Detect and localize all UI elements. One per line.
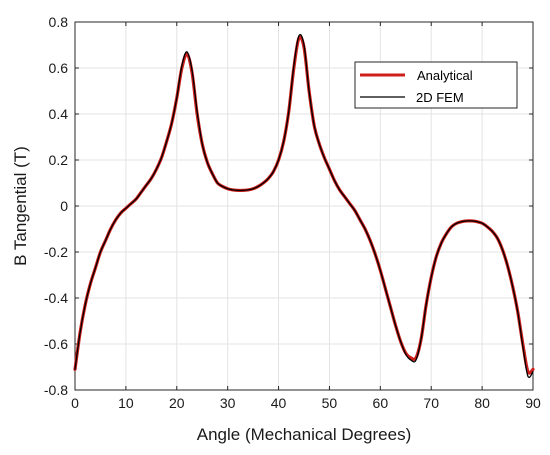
y-tick-label: -0.8: [44, 382, 68, 398]
y-tick-label: -0.4: [44, 290, 68, 306]
x-tick-label: 20: [169, 395, 185, 411]
y-tick-label: 0.2: [49, 152, 69, 168]
y-tick-label: -0.6: [44, 336, 68, 352]
y-tick-label: -0.2: [44, 244, 68, 260]
y-tick-label: 0.8: [49, 14, 69, 30]
x-axis-label: Angle (Mechanical Degrees): [197, 425, 412, 444]
legend-box: [354, 61, 518, 109]
x-tick-label: 70: [423, 395, 439, 411]
y-tick-label: 0: [60, 198, 68, 214]
legend-label-analytical: Analytical: [417, 68, 473, 83]
x-tick-label: 40: [271, 395, 287, 411]
legend-label-2d-fem: 2D FEM: [416, 90, 464, 105]
x-tick-label: 50: [322, 395, 338, 411]
series-line-2d-fem: [74, 33, 534, 379]
x-axis: 0 10 20 30 40 50 60 70 80 90: [71, 22, 541, 411]
series-layer: [73, 33, 535, 379]
x-tick-label: 30: [220, 395, 236, 411]
x-tick-label: 0: [71, 395, 79, 411]
y-tick-label: 0.4: [49, 106, 69, 122]
x-tick-label: 60: [373, 395, 389, 411]
y-axis: 0.8 0.6 0.4 0.2 0 -0.2 -0.4 -0.6 -0.8: [44, 14, 533, 398]
x-tick-label: 80: [474, 395, 490, 411]
y-tick-label: 0.6: [49, 60, 69, 76]
y-axis-label: B Tangential (T): [11, 146, 30, 266]
x-tick-label: 90: [525, 395, 541, 411]
x-tick-label: 10: [118, 395, 134, 411]
legend: Analytical 2D FEM: [354, 61, 518, 109]
